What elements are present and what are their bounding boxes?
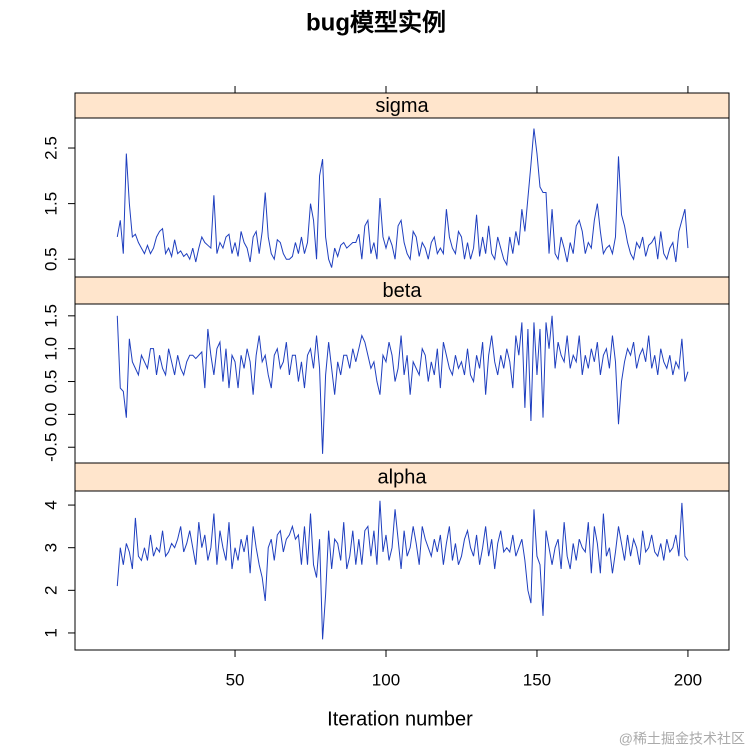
y-tick-label: 0.0 bbox=[41, 403, 60, 427]
strip-label: alpha bbox=[378, 466, 428, 488]
x-tick-label: 50 bbox=[226, 670, 245, 689]
x-tick-label: 150 bbox=[523, 670, 551, 689]
x-axis-label: Iteration number bbox=[327, 708, 473, 730]
y-tick-label: 0.5 bbox=[41, 370, 60, 394]
strip bbox=[74, 92, 730, 119]
panel-frame bbox=[74, 490, 730, 651]
strip-label: sigma bbox=[375, 95, 429, 117]
y-tick-label: -0.5 bbox=[41, 433, 60, 462]
strip bbox=[74, 462, 730, 492]
y-tick-label: 2 bbox=[41, 586, 60, 595]
x-tick-label: 200 bbox=[674, 670, 702, 689]
trace-line bbox=[116, 128, 689, 268]
strip-label: beta bbox=[383, 280, 423, 302]
y-tick-label: 0.5 bbox=[41, 247, 60, 271]
x-tick-label: 100 bbox=[372, 670, 400, 689]
panel-frame bbox=[74, 303, 730, 464]
y-tick-label: 2.5 bbox=[41, 136, 60, 160]
y-tick-label: 3 bbox=[41, 543, 60, 552]
y-tick-label: 1.0 bbox=[41, 337, 60, 361]
watermark: @稀土掘金技术社区 bbox=[619, 731, 745, 747]
trace-line bbox=[116, 500, 689, 640]
y-tick-label: 1 bbox=[41, 628, 60, 637]
y-tick-label: 1.5 bbox=[41, 192, 60, 216]
chart-title: bug模型实例 bbox=[306, 8, 446, 36]
strip bbox=[74, 276, 730, 305]
y-tick-label: 4 bbox=[41, 500, 60, 509]
trace-line bbox=[116, 315, 689, 454]
y-tick-label: 1.5 bbox=[41, 304, 60, 328]
